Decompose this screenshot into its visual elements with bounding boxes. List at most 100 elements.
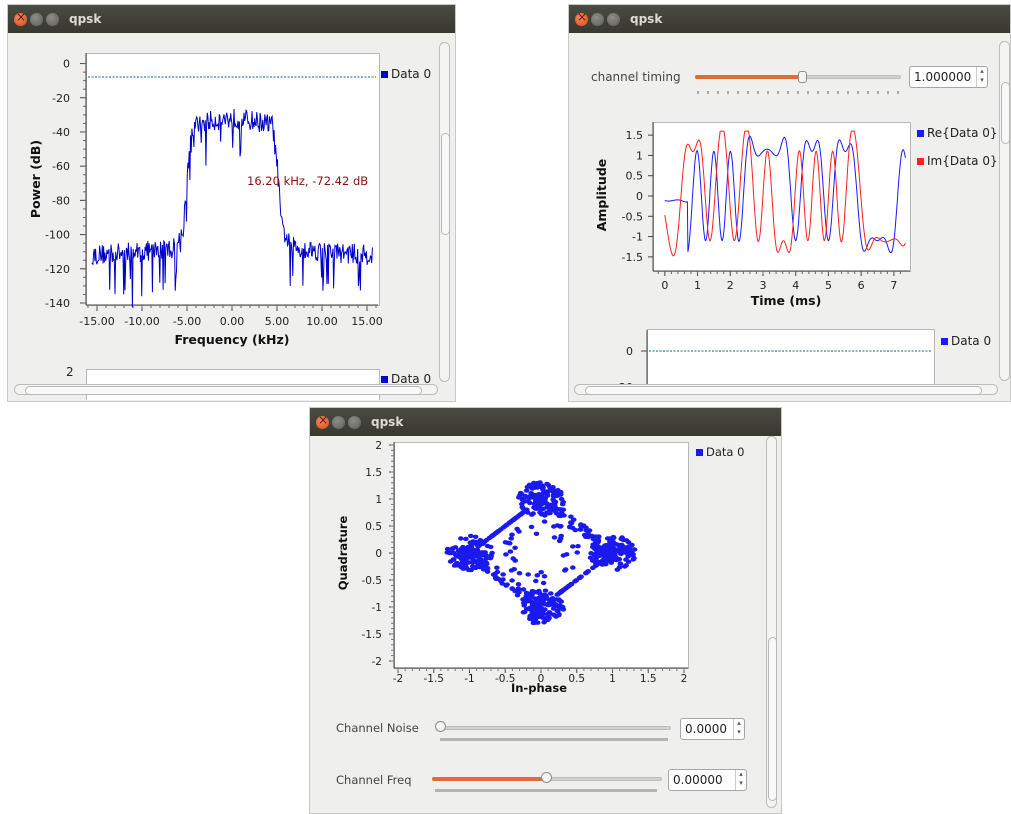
constellation-point: [544, 501, 550, 506]
constellation-vertical-scrollbar[interactable]: [766, 436, 777, 808]
constellation-point: [560, 553, 567, 558]
freq-lower-plot-tick: 2: [66, 365, 74, 379]
freq-legend[interactable]: Data 0: [381, 67, 431, 81]
time-lower-legend[interactable]: Data 0: [941, 334, 991, 348]
minimize-icon[interactable]: [332, 416, 345, 429]
channel-freq-slider-ticks: [435, 789, 657, 792]
constellation-points: [444, 480, 638, 626]
scrollbar-thumb[interactable]: [768, 637, 777, 801]
freq-xtick-label: 15.00: [351, 315, 383, 328]
channel-timing-value[interactable]: 1.000000: [914, 70, 972, 84]
constellation-ytick-label: -2: [372, 656, 382, 668]
constellation-ytick-label: 0: [375, 548, 382, 560]
time-ytick-label: -1.5: [622, 251, 643, 264]
constellation-point: [533, 578, 539, 584]
constellation-point: [527, 596, 533, 601]
constellation-legend[interactable]: Data 0: [696, 445, 744, 459]
freq-horizontal-scrollbar[interactable]: [14, 384, 438, 395]
time-window-titlebar[interactable]: qpsk: [569, 5, 1010, 33]
constellation-point: [594, 548, 600, 554]
channel-freq-slider-handle[interactable]: [541, 772, 552, 783]
spin-arrows-icon[interactable]: ▴ ▾: [735, 770, 746, 790]
freq-legend-label: Data 0: [391, 67, 432, 81]
scrollbar-thumb[interactable]: [441, 133, 450, 235]
constellation-point: [553, 511, 560, 516]
constellation-ytick-label: -0.5: [362, 575, 383, 587]
time-horizontal-scrollbar[interactable]: [574, 384, 998, 395]
maximize-icon[interactable]: [46, 13, 59, 26]
constellation-xtick-label: 2: [681, 673, 688, 685]
constellation-point: [542, 593, 549, 598]
constellation-point: [467, 544, 474, 549]
constellation-window-titlebar[interactable]: qpsk: [310, 408, 781, 436]
constellation-point: [504, 582, 510, 587]
time-legend-re[interactable]: Re{Data 0}: [917, 126, 998, 140]
constellation-point: [600, 557, 607, 562]
scrollbar-thumb[interactable]: [25, 386, 422, 395]
spin-arrows-icon[interactable]: ▴ ▾: [733, 719, 744, 739]
constellation-plot-canvas[interactable]: [394, 442, 689, 669]
constellation-point: [555, 608, 561, 613]
constellation-point: [617, 561, 624, 566]
constellation-point: [527, 605, 533, 611]
constellation-point: [509, 532, 515, 537]
close-icon[interactable]: [316, 413, 329, 429]
time-ytick-label: 0.5: [626, 170, 644, 183]
freq-vertical-scrollbar[interactable]: [439, 42, 450, 382]
window-title: qpsk: [371, 415, 404, 429]
constellation-point: [508, 536, 514, 541]
freq-xtick-label: -10.00: [124, 315, 159, 328]
constellation-point: [585, 569, 591, 574]
scrollbar-thumb[interactable]: [1001, 82, 1010, 144]
constellation-point: [604, 549, 611, 555]
constellation-point: [556, 598, 563, 603]
window-title: qpsk: [69, 12, 102, 26]
freq-window-titlebar[interactable]: qpsk: [8, 5, 455, 33]
constellation-point: [522, 508, 529, 513]
constellation-xtick-label: -2: [393, 673, 403, 685]
channel-timing-slider-handle[interactable]: [798, 71, 807, 83]
constellation-ytick-label: 2: [375, 440, 382, 452]
freq-plot: 0 -20 -40 -60 -80 -100 -120 -140 -15.00 -10.00 -5.…: [28, 53, 383, 347]
constellation-ytick-label: -1.5: [362, 629, 383, 641]
constellation-point: [458, 536, 464, 541]
scrollbar-thumb[interactable]: [585, 386, 982, 395]
constellation-point: [459, 546, 466, 552]
constellation-point: [445, 547, 451, 553]
spin-arrows-icon[interactable]: ▴ ▾: [976, 67, 987, 87]
constellation-point: [590, 565, 596, 571]
freq-ytick-label: -140: [45, 297, 70, 310]
close-icon[interactable]: [14, 10, 27, 26]
minimize-icon[interactable]: [591, 13, 604, 26]
constellation-point: [529, 486, 535, 491]
constellation-xtick-label: 0: [538, 673, 545, 685]
constellation-point: [551, 535, 558, 540]
time-vertical-scrollbar[interactable]: [999, 41, 1010, 381]
minimize-icon[interactable]: [30, 13, 43, 26]
channel-noise-spinbox[interactable]: 0.0000 ▴ ▾: [680, 718, 745, 740]
channel-freq-value[interactable]: 0.00000: [673, 773, 723, 787]
channel-freq-spinbox[interactable]: 0.00000 ▴ ▾: [668, 769, 747, 791]
time-lower-plot-canvas[interactable]: [647, 329, 935, 390]
channel-noise-slider-handle[interactable]: [435, 721, 446, 732]
constellation-point: [595, 538, 601, 543]
close-icon[interactable]: [575, 10, 588, 26]
constellation-point: [628, 543, 635, 548]
channel-noise-slider[interactable]: [437, 726, 671, 730]
channel-noise-label: Channel Noise: [336, 721, 419, 735]
maximize-icon[interactable]: [607, 13, 620, 26]
time-legend-im[interactable]: Im{Data 0}: [917, 154, 998, 168]
time-xlabel: Time (ms): [751, 293, 822, 308]
freq-ytick-label: -120: [45, 263, 70, 276]
channel-noise-value[interactable]: 0.0000: [685, 722, 727, 736]
constellation-point: [466, 552, 472, 558]
constellation-point: [587, 555, 594, 560]
constellation-point: [468, 548, 475, 554]
maximize-icon[interactable]: [348, 416, 361, 429]
channel-timing-spinbox[interactable]: 1.000000 ▴ ▾: [909, 66, 988, 88]
freq-lower-legend[interactable]: Data 0: [381, 372, 431, 386]
constellation-point: [520, 587, 527, 592]
constellation-ytick-label: -1: [372, 602, 382, 614]
freq-ytick-label: -40: [52, 126, 70, 139]
constellation-point: [575, 544, 581, 549]
